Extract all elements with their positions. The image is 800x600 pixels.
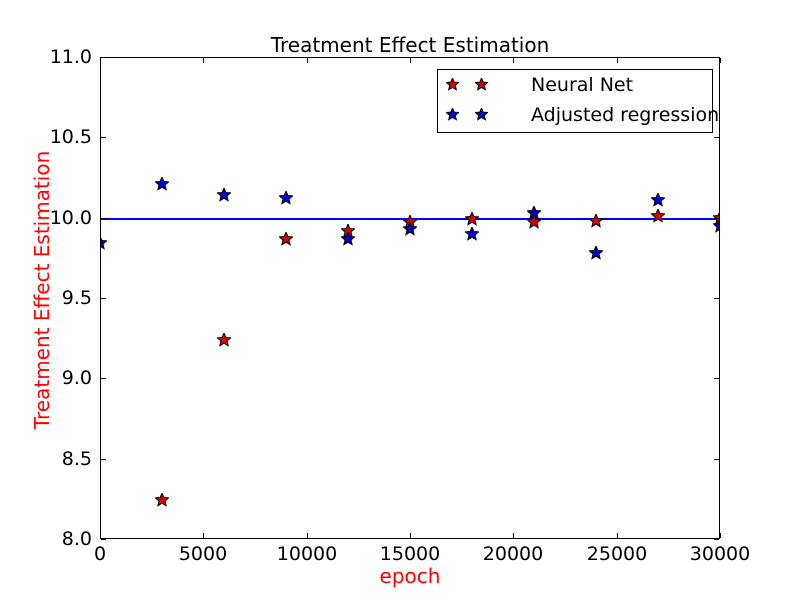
star-icon bbox=[526, 214, 542, 230]
legend-item-neural-net: Neural Net bbox=[438, 70, 712, 100]
data-point-adjusted-regression bbox=[588, 244, 604, 260]
x-tick-mark bbox=[100, 533, 101, 538]
data-point-adjusted-regression bbox=[712, 219, 719, 233]
data-point-neural-net bbox=[464, 210, 480, 226]
chart-title: Treatment Effect Estimation bbox=[270, 33, 550, 57]
y-tick-label: 11.0 bbox=[49, 46, 92, 68]
data-point-adjusted-regression bbox=[650, 191, 666, 207]
data-point-neural-net bbox=[216, 331, 232, 347]
star-icon bbox=[650, 191, 666, 207]
x-tick-label: 20000 bbox=[482, 543, 544, 565]
data-point-neural-net bbox=[154, 492, 170, 508]
data-point-adjusted-regression bbox=[154, 175, 170, 191]
y-tick-label: 9.0 bbox=[61, 367, 92, 389]
x-tick-mark-top bbox=[410, 58, 411, 63]
data-point-adjusted-regression bbox=[278, 190, 294, 206]
x-tick-label: 25000 bbox=[586, 543, 648, 565]
x-tick-label: 10000 bbox=[276, 543, 338, 565]
star-icon bbox=[464, 225, 480, 241]
x-tick-label: 0 bbox=[93, 543, 107, 565]
y-tick-label: 10.0 bbox=[49, 207, 92, 229]
y-tick-mark bbox=[101, 298, 106, 299]
star-icon bbox=[278, 230, 294, 246]
y-tick-mark-right bbox=[714, 378, 719, 379]
y-tick-mark-right bbox=[714, 218, 719, 219]
data-point-neural-net bbox=[712, 211, 719, 225]
data-point-neural-net bbox=[650, 207, 666, 223]
x-tick-mark-top bbox=[513, 58, 514, 63]
x-tick-mark bbox=[720, 533, 721, 538]
star-icon bbox=[101, 237, 108, 251]
y-tick-label: 8.5 bbox=[61, 448, 92, 470]
star-icon bbox=[712, 211, 719, 225]
y-tick-label: 10.5 bbox=[49, 126, 92, 148]
data-point-adjusted-regression bbox=[340, 230, 356, 246]
y-tick-mark bbox=[101, 378, 106, 379]
x-tick-mark-top bbox=[203, 58, 204, 63]
star-icon bbox=[475, 108, 488, 121]
x-tick-mark bbox=[203, 533, 204, 538]
y-tick-mark bbox=[101, 218, 106, 219]
x-tick-mark-top bbox=[720, 58, 721, 63]
star-icon bbox=[446, 78, 459, 91]
data-point-adjusted-regression bbox=[101, 236, 108, 251]
x-tick-mark bbox=[617, 533, 618, 538]
data-point-neural-net bbox=[278, 230, 294, 246]
star-icon bbox=[402, 220, 418, 236]
y-tick-mark bbox=[101, 137, 106, 138]
y-tick-mark-right bbox=[714, 539, 719, 540]
star-icon bbox=[154, 492, 170, 508]
star-icon bbox=[588, 244, 604, 260]
x-tick-mark-top bbox=[617, 58, 618, 63]
star-icon bbox=[154, 175, 170, 191]
legend-label: Adjusted regression bbox=[531, 104, 720, 126]
star-icon bbox=[588, 212, 604, 228]
star-icon bbox=[475, 78, 488, 91]
plot-area bbox=[100, 57, 720, 539]
data-point-neural-net bbox=[588, 212, 604, 228]
star-icon bbox=[340, 230, 356, 246]
y-tick-mark-right bbox=[714, 298, 719, 299]
star-icon bbox=[278, 190, 294, 206]
star-icon bbox=[216, 331, 232, 347]
legend-label: Neural Net bbox=[531, 74, 634, 96]
y-tick-mark-right bbox=[714, 459, 719, 460]
star-icon bbox=[464, 210, 480, 226]
y-tick-label: 9.5 bbox=[61, 287, 92, 309]
x-tick-mark-top bbox=[100, 58, 101, 63]
x-tick-mark bbox=[307, 533, 308, 538]
neural-net-star-markers bbox=[446, 78, 531, 92]
x-axis-label: epoch bbox=[379, 564, 441, 588]
data-point-adjusted-regression bbox=[464, 225, 480, 241]
x-tick-mark bbox=[410, 533, 411, 538]
y-tick-mark-right bbox=[714, 137, 719, 138]
data-point-adjusted-regression bbox=[526, 204, 542, 220]
y-tick-mark bbox=[101, 459, 106, 460]
star-icon bbox=[650, 207, 666, 223]
y-tick-label: 8.0 bbox=[61, 528, 92, 550]
y-tick-mark bbox=[101, 57, 106, 58]
legend: Neural Net Adjusted regression bbox=[437, 69, 719, 133]
data-point-neural-net bbox=[526, 214, 542, 230]
star-icon bbox=[712, 219, 719, 233]
x-tick-mark bbox=[513, 533, 514, 538]
adjusted-regression-star-markers bbox=[446, 108, 531, 122]
star-icon bbox=[216, 186, 232, 202]
data-point-adjusted-regression bbox=[216, 186, 232, 202]
star-icon bbox=[526, 204, 542, 220]
data-point-adjusted-regression bbox=[402, 220, 418, 236]
star-icon bbox=[446, 108, 459, 121]
x-tick-label: 15000 bbox=[379, 543, 441, 565]
x-tick-label: 5000 bbox=[178, 543, 228, 565]
legend-item-adjusted-regression: Adjusted regression bbox=[438, 100, 719, 130]
y-tick-mark bbox=[101, 539, 106, 540]
y-tick-mark-right bbox=[714, 57, 719, 58]
x-tick-label: 30000 bbox=[689, 543, 751, 565]
x-tick-mark-top bbox=[307, 58, 308, 63]
